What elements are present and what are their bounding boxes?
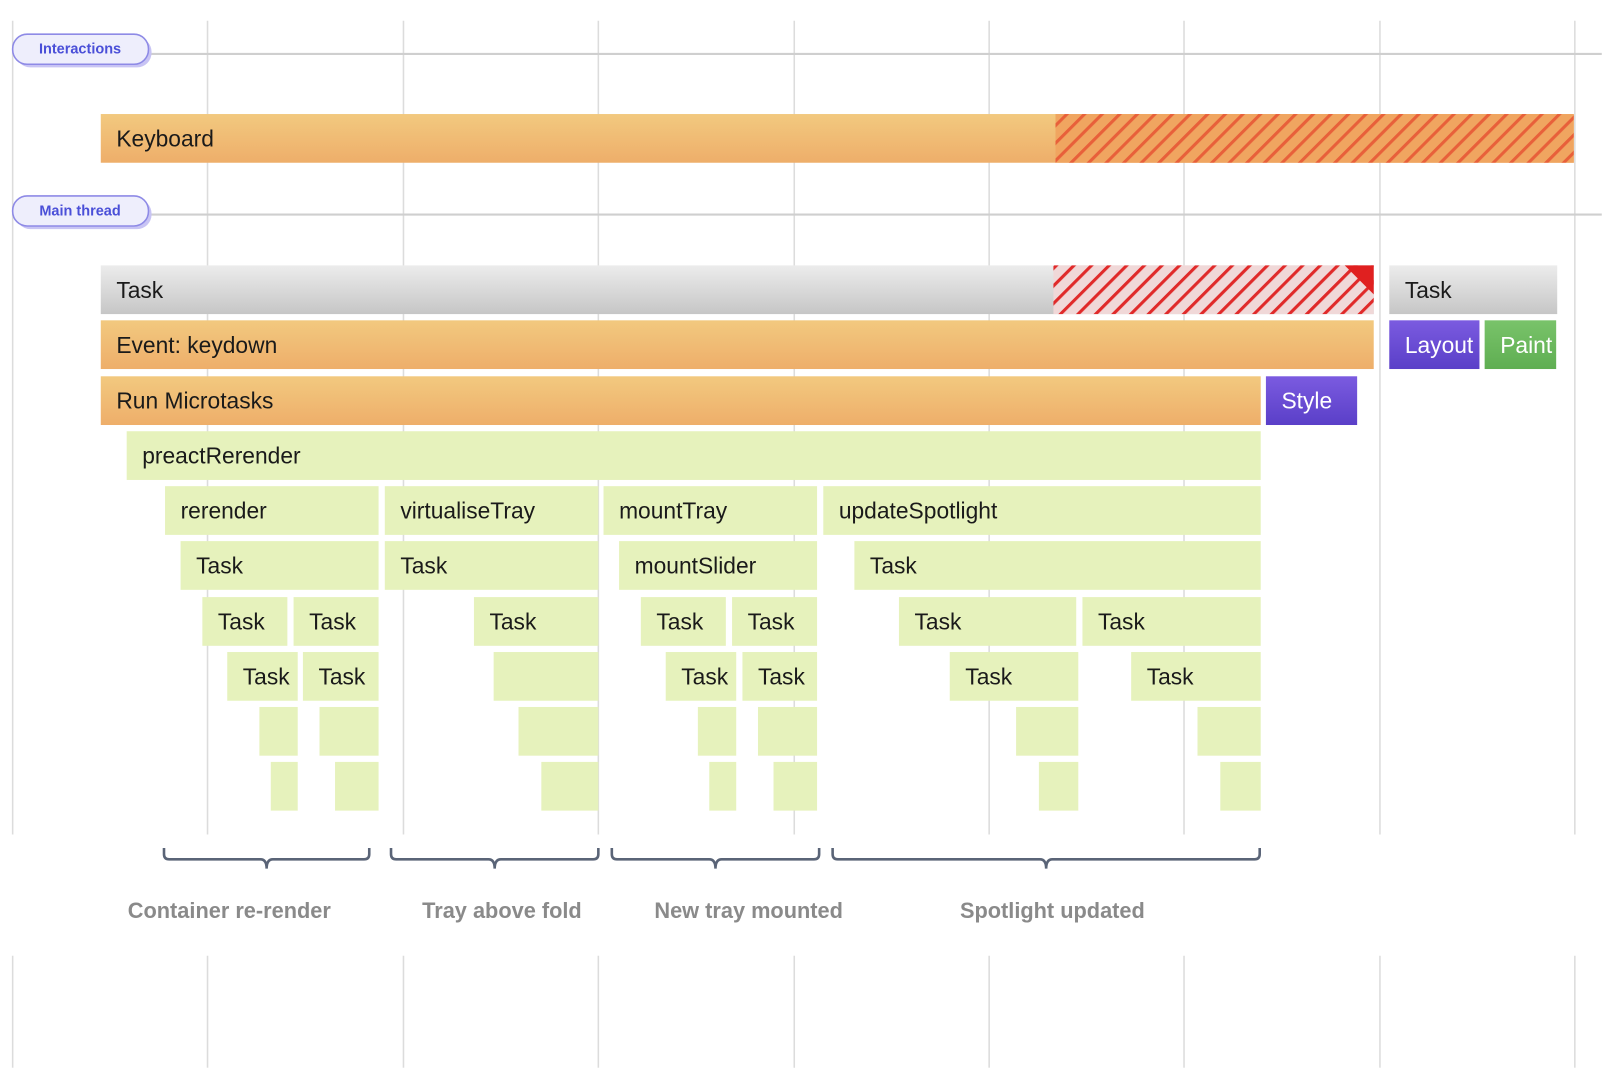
track-label: Main thread: [39, 203, 120, 219]
block-label: preactRerender: [142, 443, 301, 469]
block: [227, 652, 298, 701]
block-label: Task: [1405, 277, 1452, 303]
block: [854, 541, 1261, 590]
block: [384, 541, 599, 590]
block-label: Task: [1098, 609, 1145, 635]
block-label: virtualiseTray: [400, 498, 535, 524]
block-hatch: [1053, 265, 1374, 315]
block-label: Task: [243, 663, 290, 689]
block: [293, 597, 379, 646]
block: [640, 597, 726, 646]
block-label: updateSpotlight: [839, 498, 998, 524]
block: [898, 597, 1077, 646]
block-label: Keyboard: [116, 125, 214, 151]
brace: [610, 847, 821, 869]
annotation: Container re-render: [128, 898, 332, 923]
annotation: New tray mounted: [654, 898, 843, 923]
block: [493, 652, 599, 701]
block-label: Task: [681, 663, 728, 689]
block-label: Task: [656, 609, 703, 635]
block: [1389, 265, 1558, 315]
block: [1220, 761, 1261, 811]
block-label: Style: [1281, 388, 1332, 414]
block: [202, 597, 288, 646]
brace: [389, 847, 600, 869]
block: [732, 597, 818, 646]
block: [473, 597, 599, 646]
block-hatch: [1055, 114, 1574, 163]
brace: [162, 847, 371, 869]
block: [603, 486, 818, 535]
block: [665, 652, 737, 701]
block-label: Task: [318, 663, 365, 689]
block-label: Event: keydown: [116, 332, 277, 358]
block: [126, 431, 1261, 480]
block: [1265, 376, 1358, 426]
block: [541, 761, 599, 811]
block-label: Task: [1147, 663, 1194, 689]
block-label: Paint: [1500, 332, 1553, 358]
brace: [831, 847, 1261, 869]
block: [1082, 597, 1261, 646]
block-label: Run Microtasks: [116, 388, 273, 414]
block: [742, 652, 818, 701]
block: [1038, 761, 1079, 811]
block: [697, 706, 737, 756]
block-label: Task: [218, 609, 265, 635]
block: [1016, 706, 1079, 756]
block-label: Task: [915, 609, 962, 635]
block: [100, 320, 1374, 370]
block: [518, 706, 599, 756]
track-pill: [11, 195, 150, 227]
block: [1131, 652, 1261, 701]
block-label: Task: [400, 553, 447, 579]
block: [259, 706, 298, 756]
block: [619, 541, 818, 590]
block: [180, 541, 379, 590]
block: [709, 761, 737, 811]
block: [757, 706, 818, 756]
block-label: mountSlider: [635, 553, 757, 579]
block: [949, 652, 1079, 701]
block-label: Task: [748, 609, 795, 635]
block: [335, 761, 379, 811]
annotation: Tray above fold: [422, 898, 582, 923]
block: [773, 761, 818, 811]
block: [100, 376, 1261, 426]
block: [823, 486, 1261, 535]
block-label: Task: [196, 553, 243, 579]
block-label: Task: [489, 609, 536, 635]
block: [319, 706, 379, 756]
block: [302, 652, 379, 701]
annotation: Spotlight updated: [960, 898, 1145, 923]
block-label: rerender: [181, 498, 268, 524]
block: [270, 761, 298, 811]
block: [1484, 320, 1557, 370]
blocks: Interactions Main thread Keyboard Task Task E…: [11, 33, 1602, 923]
block: [1197, 706, 1261, 756]
track-label: Interactions: [39, 42, 121, 58]
block-label: mountTray: [619, 498, 728, 524]
block-label: Task: [309, 609, 356, 635]
track-pill: [11, 33, 150, 66]
block-label: Task: [870, 553, 917, 579]
block: [1389, 320, 1480, 370]
block-label: Task: [116, 277, 163, 303]
block-label: Layout: [1405, 332, 1474, 358]
block: [384, 486, 599, 535]
block-label: Task: [965, 663, 1012, 689]
block-label: Task: [758, 663, 805, 689]
block: [165, 486, 379, 535]
